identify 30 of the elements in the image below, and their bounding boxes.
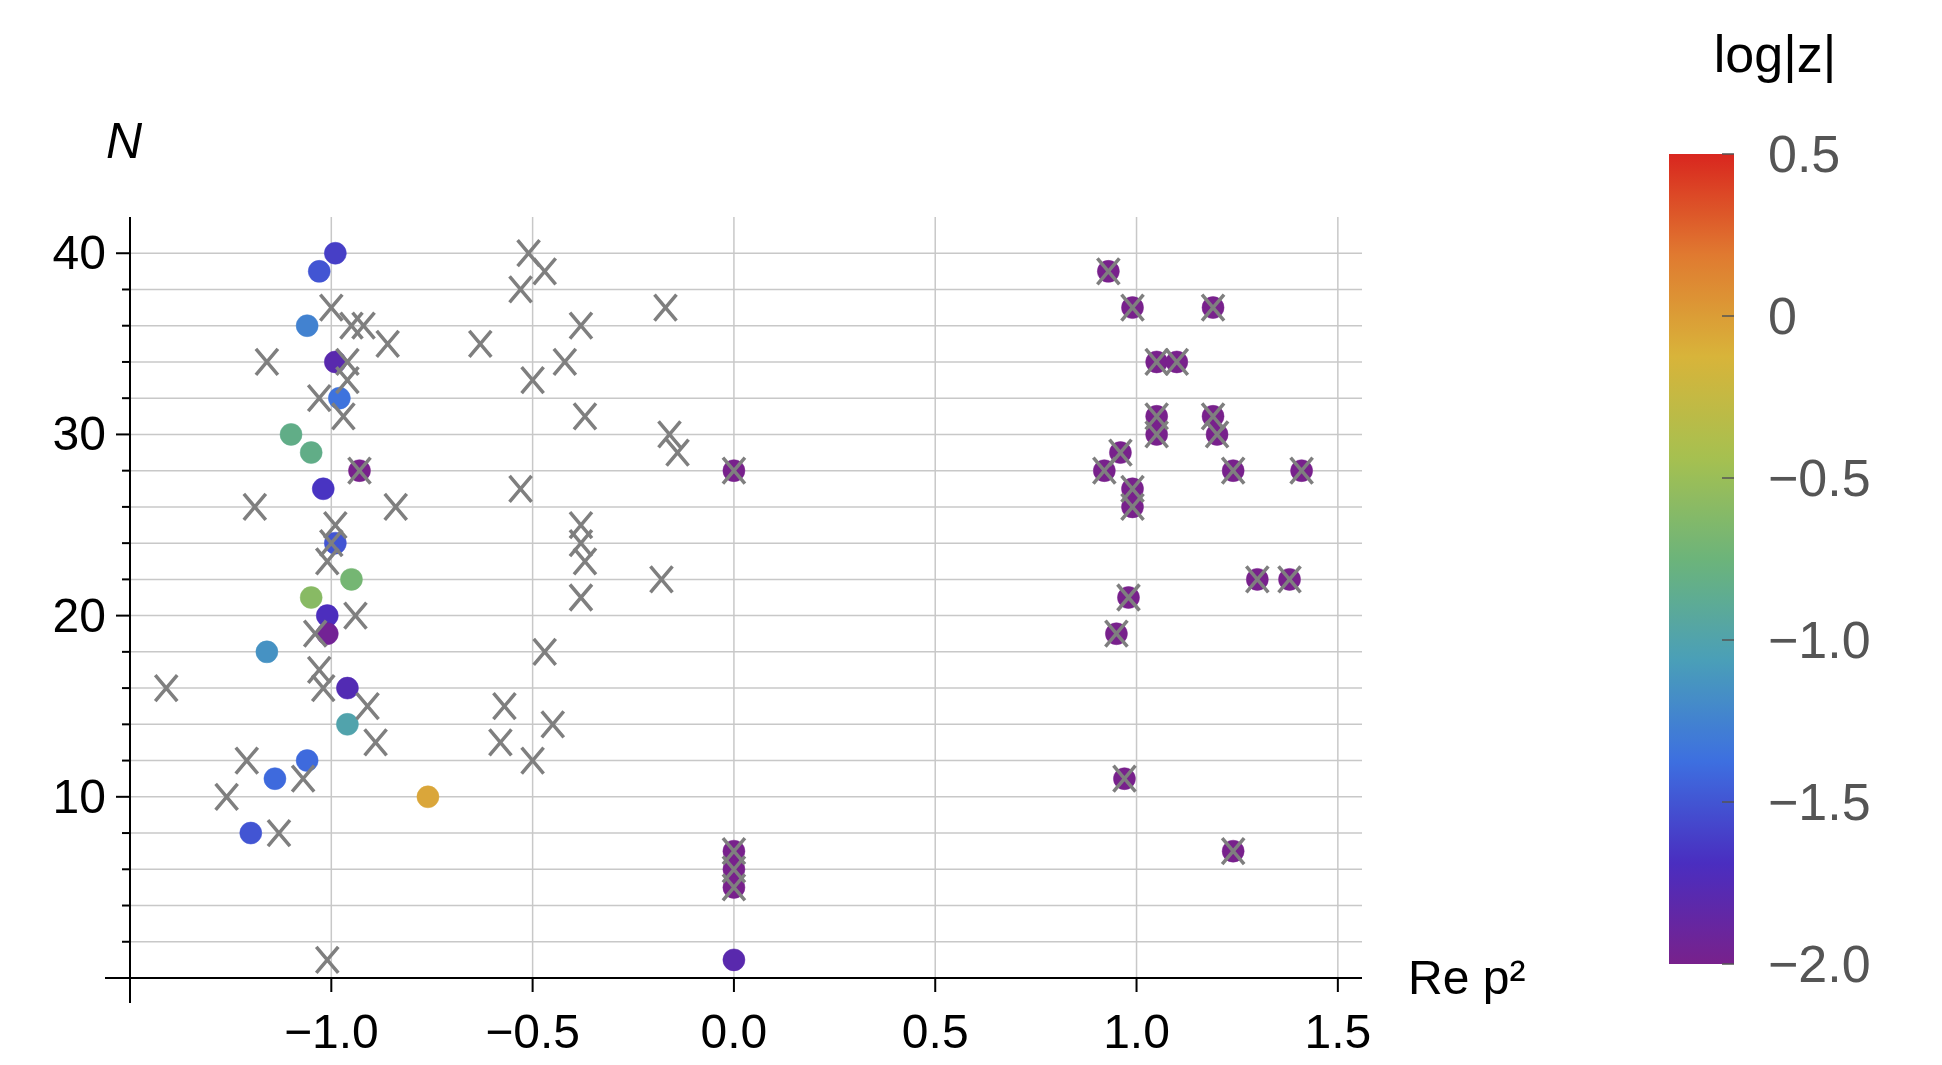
color-bar-label: −2.0 (1768, 935, 1871, 993)
x-tick-label: 1.5 (1304, 1005, 1372, 1058)
color-bar-label: −1.0 (1768, 611, 1871, 669)
point (279, 423, 303, 446)
color-bar-title: log|z| (1713, 25, 1837, 83)
x-axis-title: Re p² (1408, 951, 1526, 1004)
y-tick-label: 40 (52, 226, 106, 280)
point (299, 441, 323, 464)
x-tick-label: 1.0 (1103, 1005, 1170, 1058)
y-axis-title: N (106, 113, 143, 169)
x-tick-label: 0.5 (901, 1005, 969, 1058)
point (299, 586, 323, 609)
x-tick-label: −1.0 (283, 1005, 379, 1058)
point (416, 785, 440, 809)
point (255, 640, 279, 664)
point (239, 821, 263, 845)
color-bar-label: −0.5 (1768, 449, 1871, 507)
point (295, 749, 319, 772)
y-tick-label: 30 (52, 407, 106, 461)
color-bar-label: 0 (1768, 287, 1797, 345)
x-tick-label: 0.0 (700, 1005, 768, 1058)
color-bar-label: 0.5 (1768, 125, 1841, 183)
point (722, 948, 746, 972)
y-tick-label: 10 (52, 769, 106, 823)
color-bar-label: −1.5 (1768, 773, 1871, 831)
x-tick-label: −0.5 (485, 1005, 580, 1058)
point (263, 767, 287, 790)
point (295, 314, 319, 337)
point (307, 260, 331, 283)
y-tick-label: 20 (52, 588, 106, 642)
